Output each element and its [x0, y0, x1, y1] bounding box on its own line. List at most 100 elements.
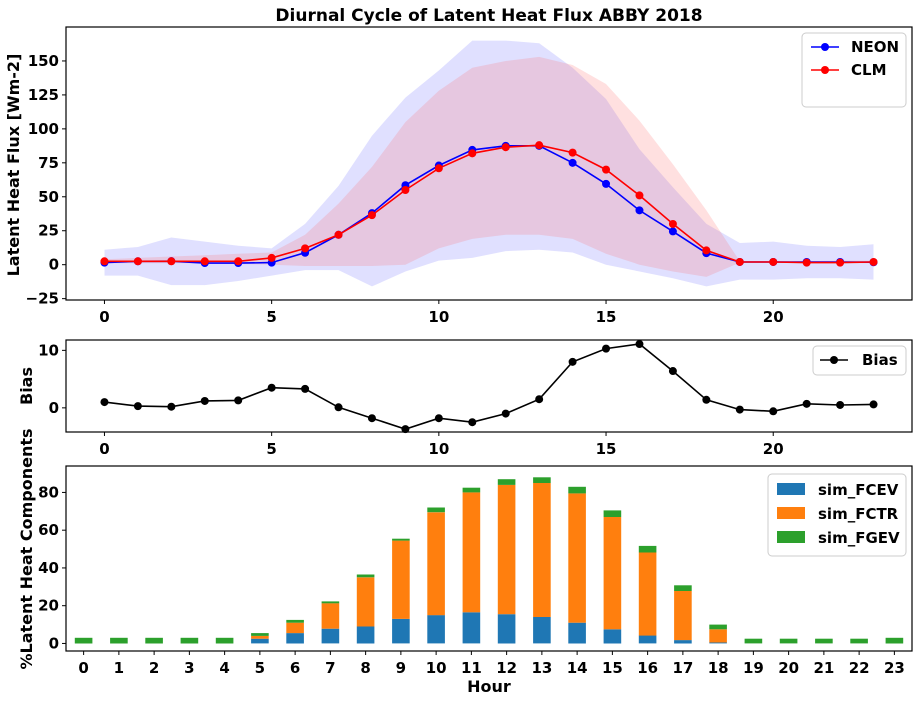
bar-sim-fgev [568, 486, 586, 494]
bar-sim-fgev [674, 585, 692, 591]
plot-frame [65, 465, 913, 652]
legend-label-fgev: sim_FGEV [818, 529, 900, 547]
data-point-neon [635, 206, 644, 215]
band-neon [104, 40, 874, 287]
data-point-bias [802, 399, 811, 408]
bar-sim-fgev [497, 479, 516, 485]
data-point-clm [802, 258, 811, 267]
bar-sim-fcev [533, 617, 551, 644]
legend-swatch-fcev [777, 483, 805, 495]
data-point-bias [133, 402, 142, 411]
bar-sim-fcev [603, 629, 622, 644]
data-point-bias [434, 414, 443, 423]
legend-label-neon: NEON [851, 38, 899, 56]
x-tick-label: 10 [428, 308, 449, 326]
bar-sim-fctr [356, 577, 375, 627]
y-tick-label: 50 [38, 188, 59, 206]
x-tick-label: 11 [461, 659, 482, 677]
chart-title: Diurnal Cycle of Latent Heat Flux ABBY 2… [275, 6, 702, 26]
data-point-clm [769, 257, 778, 266]
bar-sim-fgev [145, 637, 163, 644]
data-point-clm [635, 191, 644, 200]
y-tick-label: 40 [38, 559, 59, 577]
data-point-bias [568, 357, 577, 366]
axis-ticks: 0 5 10 15 20 −25 0 25 50 75 100 125 150 [26, 52, 784, 326]
legend-marker-neon [821, 43, 829, 51]
data-point-clm [234, 257, 243, 266]
data-point-clm [200, 257, 209, 266]
data-point-bias [836, 400, 845, 409]
y-tick-label: 0 [49, 256, 59, 274]
legend-flux: NEON CLM [801, 32, 907, 108]
bar-sim-fgev [709, 624, 727, 630]
series-line-bias [104, 343, 874, 430]
data-point-bias [769, 407, 778, 416]
bar-sim-fcev [462, 612, 481, 644]
data-point-clm [401, 185, 410, 194]
data-point-clm [869, 257, 878, 266]
bar-sim-fctr [427, 512, 445, 616]
bar-sim-fgev [744, 638, 763, 644]
x-tick-label: 19 [743, 659, 764, 677]
data-point-bias [200, 396, 209, 405]
legend-components: sim_FCEV sim_FCTR sim_FGEV [767, 473, 907, 557]
bar-sim-fcev [321, 628, 340, 644]
bar-sim-fcev [497, 614, 516, 644]
legend-label-fcev: sim_FCEV [818, 481, 899, 499]
bar-sim-fgev [603, 510, 622, 517]
y-tick-label: 20 [38, 597, 59, 615]
y-tick-label: 25 [38, 222, 59, 240]
legend-swatch-fctr [777, 507, 805, 519]
data-point-clm [702, 246, 711, 255]
data-point-clm [267, 253, 276, 262]
data-point-bias [267, 383, 276, 392]
y-tick-label: 0 [49, 634, 59, 652]
bar-sim-fgev [286, 619, 304, 623]
legend-label-bias: Bias [862, 351, 898, 369]
x-tick-label: 12 [496, 659, 517, 677]
x-tick-label: 15 [596, 308, 617, 326]
data-point-clm [334, 230, 343, 239]
data-point-bias [167, 402, 176, 411]
band-clm [104, 56, 874, 277]
bar-sim-fgev [638, 545, 657, 553]
x-tick-label: 0 [99, 440, 109, 458]
x-tick-label: 10 [426, 659, 447, 677]
data-point-bias [602, 344, 611, 353]
x-tick-label: 1 [114, 659, 124, 677]
bar-sim-fcev [638, 635, 657, 644]
x-tick-label: 9 [396, 659, 406, 677]
bar-sim-fgev [356, 574, 375, 578]
x-tick-label: 10 [428, 440, 449, 458]
bar-sim-fgev [885, 637, 904, 644]
x-tick-label: 14 [567, 659, 588, 677]
x-tick-label: 7 [325, 659, 335, 677]
bar-sim-fgev [321, 601, 340, 604]
data-point-bias [234, 396, 243, 405]
data-point-bias [702, 395, 711, 404]
data-point-bias [401, 425, 410, 434]
bar-sim-fctr [533, 483, 551, 617]
data-point-clm [367, 211, 376, 220]
data-point-bias [668, 367, 677, 376]
x-tick-label: 13 [531, 659, 552, 677]
x-tick-label: 3 [184, 659, 194, 677]
data-point-bias [735, 405, 744, 414]
legend-box [812, 345, 907, 376]
data-point-bias [501, 409, 510, 418]
bar-sim-fgev [392, 538, 410, 541]
x-tick-label: 15 [602, 659, 623, 677]
plot-area-bias [100, 340, 878, 434]
x-tick-label: 22 [849, 659, 870, 677]
legend-label-fctr: sim_FCTR [818, 505, 899, 523]
data-point-clm [100, 257, 109, 266]
bar-sim-fcev [568, 622, 586, 644]
bar-sim-fctr [321, 603, 340, 629]
x-tick-label: 23 [884, 659, 905, 677]
legend-swatch-fgev [777, 531, 805, 543]
y-tick-label: 0 [49, 399, 59, 417]
bar-sim-fgev [533, 477, 551, 483]
data-point-neon [602, 179, 611, 188]
bar-sim-fcev [251, 638, 269, 644]
